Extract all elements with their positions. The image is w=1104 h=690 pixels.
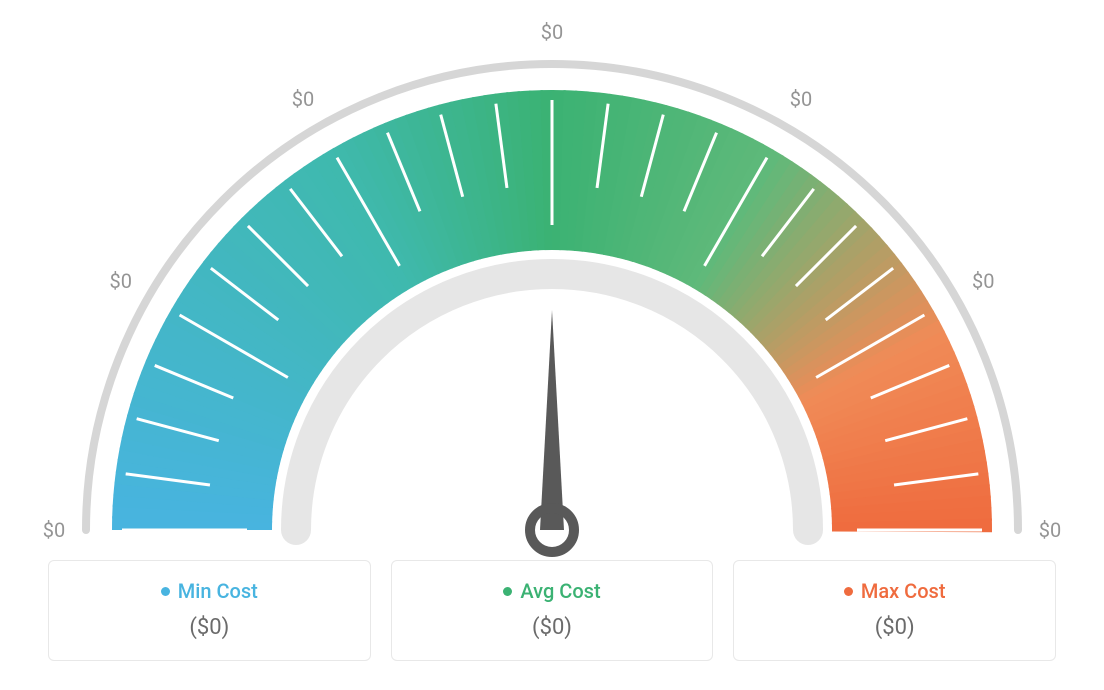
min-cost-value: ($0) (69, 615, 350, 640)
max-cost-label: Max Cost (861, 579, 946, 603)
gauge-tick-label: $0 (790, 87, 812, 111)
min-cost-dot-icon (161, 587, 170, 596)
max-cost-dot-icon (844, 587, 853, 596)
avg-cost-card: Avg Cost ($0) (391, 560, 714, 661)
max-cost-header: Max Cost (754, 579, 1035, 603)
avg-cost-header: Avg Cost (412, 579, 693, 603)
gauge-tick-label: $0 (972, 269, 994, 293)
gauge-container: $0 $0 $0 $0 $0 $0 $0 (0, 0, 1104, 560)
gauge-tick-label: $0 (292, 87, 314, 111)
gauge-tick-label: $0 (43, 518, 65, 542)
min-cost-header: Min Cost (69, 579, 350, 603)
min-cost-label: Min Cost (178, 579, 258, 603)
gauge-tick-label: $0 (109, 269, 131, 293)
max-cost-card: Max Cost ($0) (733, 560, 1056, 661)
gauge-svg (0, 10, 1104, 570)
gauge-tick-label: $0 (1039, 518, 1061, 542)
avg-cost-value: ($0) (412, 615, 693, 640)
avg-cost-label: Avg Cost (520, 579, 600, 603)
max-cost-value: ($0) (754, 615, 1035, 640)
avg-cost-dot-icon (503, 587, 512, 596)
min-cost-card: Min Cost ($0) (48, 560, 371, 661)
gauge-tick-label: $0 (541, 20, 563, 44)
legend-cards-row: Min Cost ($0) Avg Cost ($0) Max Cost ($0… (0, 560, 1104, 661)
